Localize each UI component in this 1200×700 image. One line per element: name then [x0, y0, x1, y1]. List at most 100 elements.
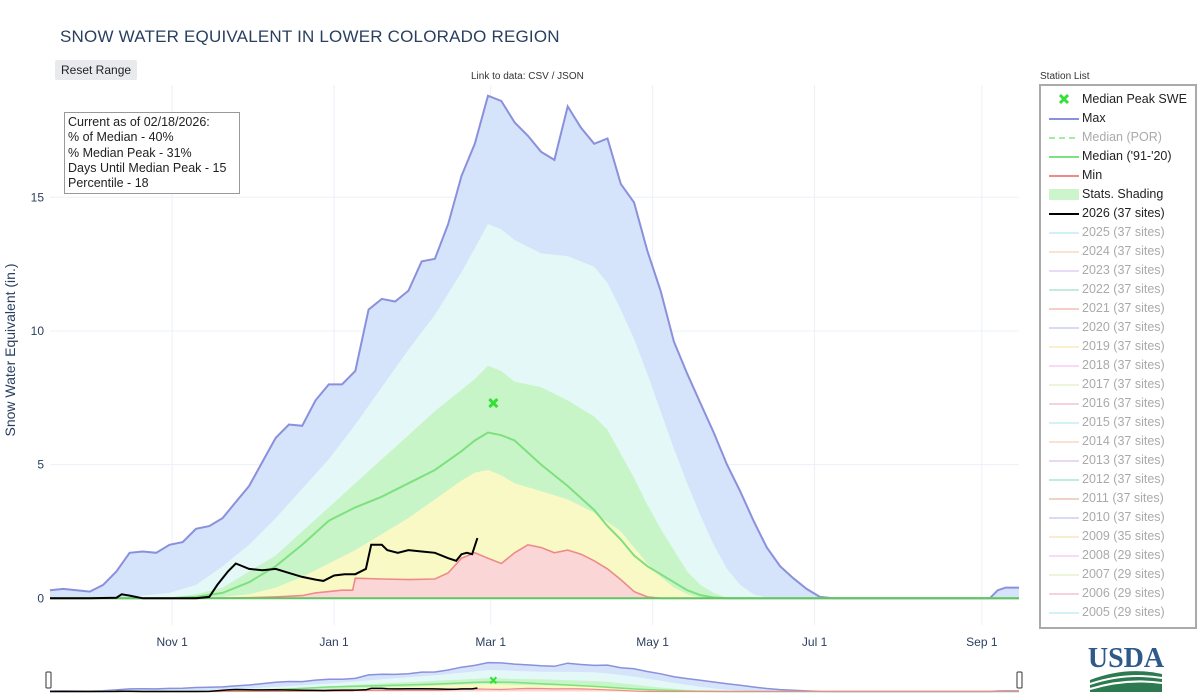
legend-item[interactable]: 2011 (37 sites) — [1041, 489, 1195, 508]
range-slider-max-line — [49, 661, 1019, 693]
link-separator: / — [548, 71, 558, 82]
legend-swatch — [1049, 574, 1079, 576]
legend-item[interactable]: Stats. Shading — [1041, 185, 1195, 204]
current-stats-box: Current as of 02/18/2026: % of Median - … — [64, 112, 240, 194]
y-tick-label: 15 — [31, 190, 45, 204]
range-slider-current-line — [50, 687, 478, 693]
legend-item[interactable]: 2026 (37 sites) — [1041, 204, 1195, 223]
legend-label: 2017 (37 sites) — [1082, 377, 1165, 391]
legend-item[interactable]: 2008 (29 sites) — [1041, 546, 1195, 565]
legend-label: 2024 (37 sites) — [1082, 244, 1165, 258]
legend-item[interactable]: 2014 (37 sites) — [1041, 432, 1195, 451]
legend-label: 2023 (37 sites) — [1082, 263, 1165, 277]
percent-median-peak: % Median Peak - 31% — [68, 145, 192, 160]
station-list-link[interactable]: Station List — [1040, 71, 1090, 82]
legend: Median Peak SWE Max Median (POR) Median ('9… — [1039, 84, 1197, 629]
legend-label: 2020 (37 sites) — [1082, 320, 1165, 334]
legend-label: 2012 (37 sites) — [1082, 472, 1165, 486]
legend-swatch — [1049, 460, 1079, 462]
legend-swatch — [1049, 213, 1079, 215]
legend-label: 2005 (29 sites) — [1082, 605, 1165, 619]
x-tick-label: May 1 — [636, 635, 669, 649]
data-link-bar: Link to data: CSV / JSON — [471, 71, 584, 82]
legend-item[interactable]: 2015 (37 sites) — [1041, 413, 1195, 432]
legend-label: Median ('91-'20) — [1082, 149, 1172, 163]
legend-swatch — [1049, 251, 1079, 253]
legend-item[interactable]: 2016 (37 sites) — [1041, 394, 1195, 413]
legend-swatch — [1049, 232, 1079, 234]
legend-label: Min — [1082, 168, 1103, 182]
legend-swatch — [1049, 327, 1079, 329]
legend-item[interactable]: Median Peak SWE — [1041, 90, 1195, 109]
legend-item[interactable]: 2021 (37 sites) — [1041, 299, 1195, 318]
legend-swatch — [1049, 593, 1079, 595]
legend-label: Stats. Shading — [1082, 187, 1164, 201]
legend-item[interactable]: 2017 (37 sites) — [1041, 375, 1195, 394]
csv-link[interactable]: CSV — [528, 71, 549, 82]
percentile: Percentile - 18 — [68, 176, 149, 191]
legend-swatch — [1049, 270, 1079, 272]
lower-band-area — [50, 470, 1019, 599]
current-as-of: Current as of 02/18/2026: — [68, 115, 210, 129]
median-line[interactable] — [50, 431, 1019, 600]
legend-item[interactable]: 2005 (29 sites) — [1041, 603, 1195, 622]
reset-range-button[interactable]: Reset Range — [55, 60, 138, 80]
range-slider-area — [50, 688, 1019, 692]
range-slider-right-handle[interactable] — [1016, 671, 1023, 689]
max-line[interactable] — [49, 94, 1019, 600]
legend-item[interactable]: 2013 (37 sites) — [1041, 451, 1195, 470]
legend-item[interactable]: 2007 (29 sites) — [1041, 565, 1195, 584]
legend-item[interactable]: 2020 (37 sites) — [1041, 318, 1195, 337]
legend-label: Median Peak SWE — [1082, 92, 1187, 106]
y-axis-title: Snow Water Equivalent (in.) — [2, 264, 18, 437]
y-tick-label: 0 — [37, 591, 44, 605]
legend-swatch — [1058, 93, 1070, 105]
range-slider-left-handle[interactable] — [45, 671, 52, 689]
legend-label: 2009 (35 sites) — [1082, 529, 1165, 543]
legend-swatch — [1049, 308, 1079, 310]
legend-label: 2019 (37 sites) — [1082, 339, 1165, 353]
legend-swatch — [1049, 517, 1079, 519]
current-year-line[interactable] — [50, 537, 479, 600]
legend-item[interactable]: 2023 (37 sites) — [1041, 261, 1195, 280]
legend-item[interactable]: 2006 (29 sites) — [1041, 584, 1195, 603]
legend-item[interactable]: 2018 (37 sites) — [1041, 356, 1195, 375]
legend-item[interactable]: 2009 (35 sites) — [1041, 527, 1195, 546]
legend-item[interactable]: 2022 (37 sites) — [1041, 280, 1195, 299]
legend-label: 2014 (37 sites) — [1082, 434, 1165, 448]
legend-swatch — [1049, 422, 1079, 424]
median-peak-marker[interactable] — [488, 398, 499, 409]
y-tick-label: 10 — [31, 324, 45, 338]
legend-item[interactable]: 2012 (37 sites) — [1041, 470, 1195, 489]
legend-label: Max — [1082, 111, 1106, 125]
json-link[interactable]: JSON — [557, 71, 584, 82]
legend-swatch — [1049, 189, 1079, 200]
legend-label: 2010 (37 sites) — [1082, 510, 1165, 524]
x-tick-label: Jan 1 — [319, 635, 349, 649]
legend-label: 2022 (37 sites) — [1082, 282, 1165, 296]
y-tick-label: 5 — [37, 458, 44, 472]
legend-item[interactable]: 2010 (37 sites) — [1041, 508, 1195, 527]
legend-item[interactable]: 2025 (37 sites) — [1041, 223, 1195, 242]
range-slider-area — [50, 684, 1019, 692]
legend-item[interactable]: 2024 (37 sites) — [1041, 242, 1195, 261]
legend-item[interactable]: 2019 (37 sites) — [1041, 337, 1195, 356]
legend-item[interactable]: Max — [1041, 109, 1195, 128]
legend-label: 2007 (29 sites) — [1082, 567, 1165, 581]
legend-label: 2026 (37 sites) — [1082, 206, 1165, 220]
legend-swatch — [1049, 479, 1079, 481]
percent-of-median: % of Median - 40% — [68, 130, 174, 145]
legend-swatch — [1049, 536, 1079, 538]
legend-label: 2018 (37 sites) — [1082, 358, 1165, 372]
range-slider-peak-marker — [489, 676, 498, 684]
stats-shading-area — [50, 365, 1019, 599]
legend-label: 2013 (37 sites) — [1082, 453, 1165, 467]
legend-item[interactable]: Min — [1041, 166, 1195, 185]
data-link-label: Link to data: — [471, 71, 526, 82]
legend-swatch — [1049, 175, 1079, 177]
min-line[interactable] — [50, 543, 1019, 600]
legend-item[interactable]: Median (POR) — [1041, 128, 1195, 147]
legend-label: 2015 (37 sites) — [1082, 415, 1165, 429]
legend-item[interactable]: Median ('91-'20) — [1041, 147, 1195, 166]
